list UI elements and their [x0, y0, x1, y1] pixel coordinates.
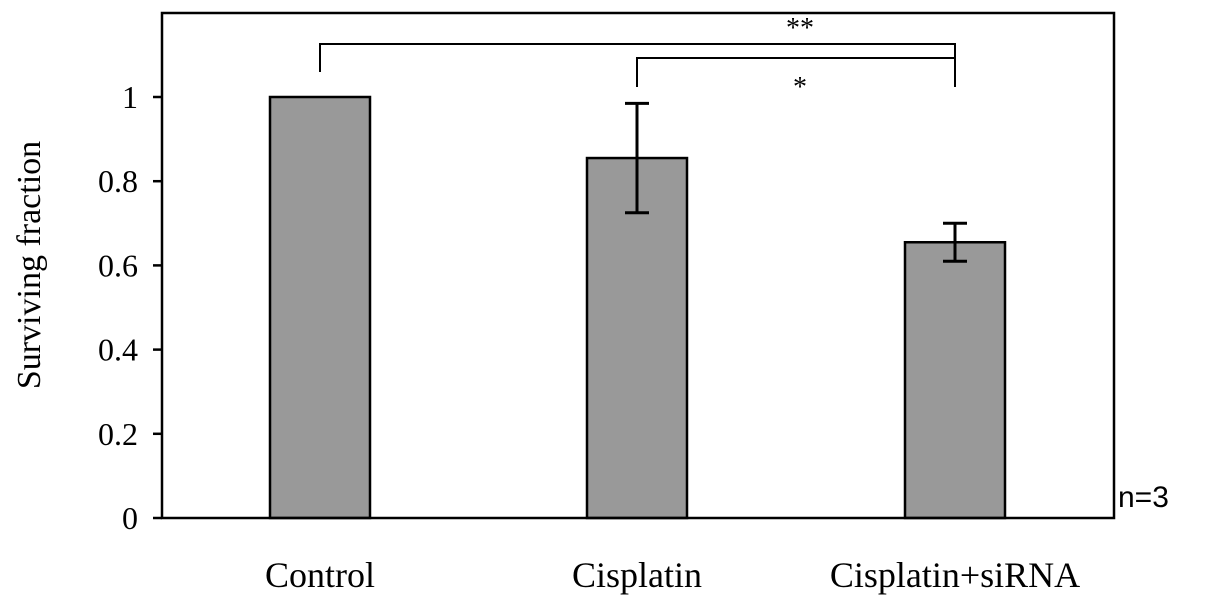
x-category-label: Control — [265, 555, 375, 595]
significance-label: ** — [786, 13, 814, 44]
error-bar — [625, 101, 649, 215]
error-bar — [943, 221, 967, 263]
x-category-label: Cisplatin+siRNA — [830, 555, 1080, 595]
bar-cisplatin-sirna — [903, 240, 1007, 520]
y-tick-label: 1 — [122, 79, 138, 115]
bar-control — [268, 95, 372, 520]
y-axis-label: Surviving fraction — [11, 141, 48, 389]
significance-layer: *** — [319, 13, 956, 103]
significance-label: * — [793, 72, 807, 103]
y-tick-label: 0.2 — [98, 416, 138, 452]
bar-cisplatin — [585, 156, 689, 520]
significance-bracket: * — [636, 57, 956, 103]
error-bars-layer — [625, 101, 967, 263]
y-axis-ticks: 0 0.2 0.4 0.6 0.8 1 — [98, 79, 162, 536]
x-axis-labels: Control Cisplatin Cisplatin+siRNA — [265, 555, 1080, 595]
y-tick-label: 0.6 — [98, 247, 138, 283]
x-category-label: Cisplatin — [572, 555, 702, 595]
y-tick-label: 0 — [122, 500, 138, 536]
y-tick-label: 0.4 — [98, 332, 138, 368]
y-tick-label: 0.8 — [98, 163, 138, 199]
sample-size-annotation: n=3 — [1118, 481, 1169, 514]
